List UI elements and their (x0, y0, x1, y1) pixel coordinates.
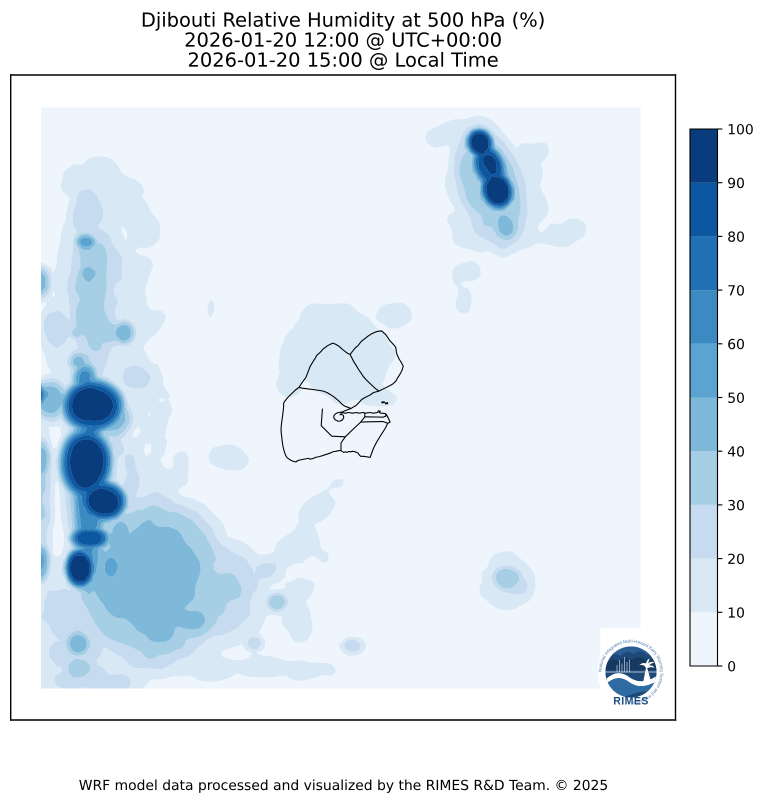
svg-text:RIMES: RIMES (613, 696, 649, 708)
